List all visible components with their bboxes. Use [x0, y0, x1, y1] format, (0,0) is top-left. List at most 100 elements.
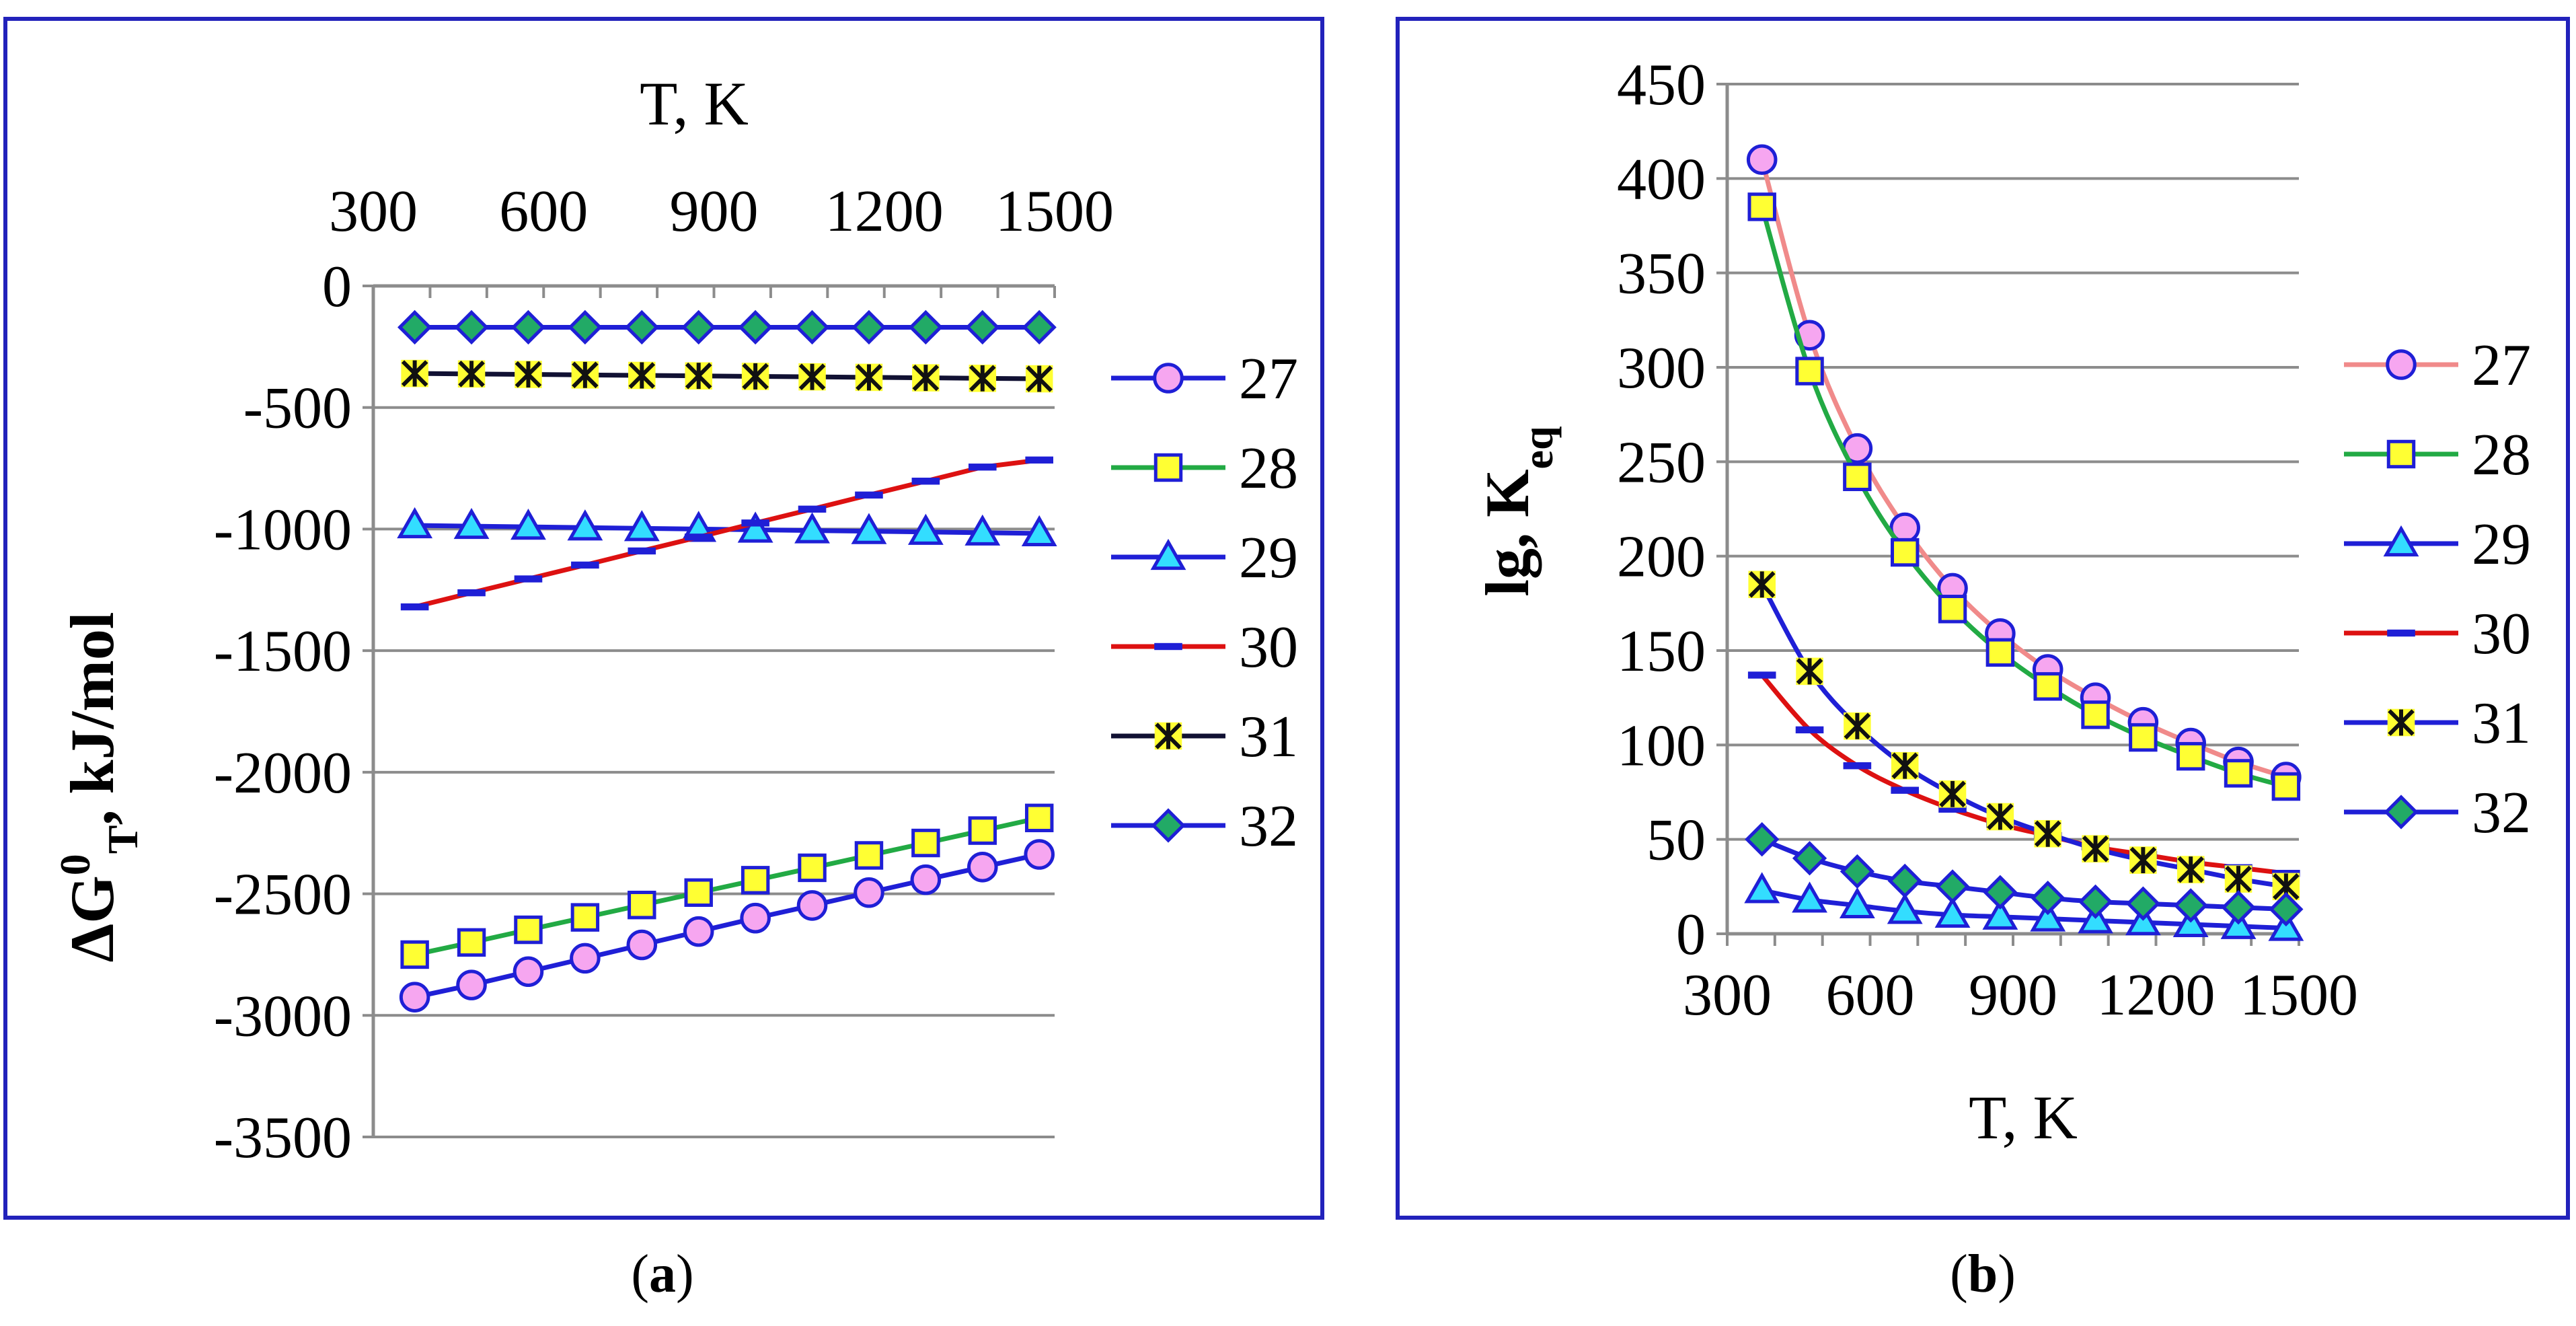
- chart-b-legend-31-label: 31: [2472, 691, 2531, 756]
- chart-a-ytick-label: -3500: [214, 1105, 352, 1171]
- chart-a-ylabel-sub: T: [99, 825, 147, 854]
- chart-a-ytick-label: -3000: [214, 984, 352, 1049]
- chart-b-legend-27-label: 27: [2472, 333, 2531, 398]
- chart-b-xlabel: T, K: [1969, 1083, 2078, 1152]
- chart-b-ytick-label: 150: [1617, 619, 1706, 684]
- chart-b-series-28-point: [2081, 700, 2110, 729]
- chart-b-series-32-point: [2173, 888, 2208, 923]
- caption-a: (a): [631, 1245, 693, 1304]
- caption-b-close: ): [1998, 1245, 2016, 1304]
- chart-a-series-28-point: [798, 853, 827, 883]
- chart-b-ytick-label: 400: [1617, 147, 1706, 212]
- chart-a-ytick-label: -1500: [214, 619, 352, 684]
- chart-a-series-28-point: [968, 816, 997, 845]
- chart-b-xtick-label: 600: [1826, 963, 1915, 1028]
- chart-a-series-29-point: [623, 510, 660, 542]
- chart-a-series-28-point: [684, 878, 713, 907]
- chart-a-series-31-point: [969, 365, 997, 392]
- chart-b-series-32-point: [1887, 863, 1922, 899]
- chart-b-series-31-point: [2176, 856, 2205, 883]
- chart-a-series-32-point: [397, 309, 432, 345]
- chart-b-ytick-label: 200: [1617, 525, 1706, 590]
- chart-a-ytick-label: -2000: [214, 741, 352, 806]
- chart-a-series-27-point: [626, 929, 658, 961]
- caption-b-open: (: [1950, 1245, 1968, 1304]
- chart-b-xtick-label: 1500: [2240, 963, 2358, 1028]
- chart-b-series-32-point: [2269, 891, 2304, 927]
- chart-a-legend-27-marker: [1153, 363, 1184, 394]
- chart-a-series-32-point: [851, 309, 886, 345]
- chart-a-ylabel-rest: , kJ/mol: [58, 612, 126, 825]
- chart-b-ytick-label: 300: [1617, 336, 1706, 401]
- chart-a-series-27-point: [967, 852, 998, 883]
- chart-b: 0 50 100 150 200 250 300 350 400 450 300 600 900 1200…: [1617, 52, 2531, 1028]
- chart-b-xtick-label: 1200: [2097, 963, 2215, 1028]
- chart-a-series-32-point: [794, 309, 830, 345]
- chart-b-series-30-point: [1843, 762, 1872, 770]
- chart-a-series-31-point: [685, 362, 712, 390]
- chart-b-series-30-point: [1795, 726, 1824, 734]
- chart-b-series-31-point: [1986, 803, 2014, 831]
- chart-a-series-27-point: [683, 916, 714, 947]
- chart-a-ylabel-main: ΔG: [58, 875, 126, 962]
- chart-a-series-28-point: [570, 903, 600, 932]
- chart-b-series-28-point: [2129, 723, 2158, 752]
- chart-b-series-28-point: [1843, 462, 1872, 492]
- chart-a-series-30-point: [968, 464, 997, 471]
- chart-a-ylabel: ΔG0T, kJ/mol: [51, 612, 147, 963]
- chart-a-legend-30-marker: [1154, 642, 1182, 651]
- chart-b-series-27-point: [1746, 144, 1778, 176]
- chart-b-series-28-point: [1890, 538, 1920, 567]
- chart-a-xtick-label: 300: [329, 179, 418, 244]
- chart-a-series-27-point: [796, 890, 828, 921]
- chart-a-series-29-point: [397, 507, 433, 539]
- chart-b-ylabel-sub: eq: [1514, 426, 1562, 469]
- chart-a-series-28-point: [741, 866, 770, 895]
- chart-a-series-27-point: [456, 969, 487, 1000]
- chart-b-series-29-point: [1887, 893, 1923, 924]
- chart-a-xtick-label: 1200: [825, 179, 944, 244]
- chart-a-ytick-label: 0: [322, 254, 352, 320]
- caption-b-letter: b: [1968, 1245, 1998, 1304]
- chart-a-series-30-point: [855, 491, 883, 499]
- chart-b-series-31-point: [2034, 819, 2061, 848]
- chart-b-legend-28-label: 28: [2472, 422, 2531, 488]
- chart-b-series-31-point: [1844, 712, 1871, 740]
- chart-a-series-31-point: [515, 361, 542, 388]
- chart-a-legend-31-marker: [1154, 722, 1182, 750]
- chart-a-series-27-point: [740, 902, 771, 934]
- chart-b-legend-29-label: 29: [2472, 512, 2531, 577]
- chart-b-legend-30-marker: [2387, 629, 2415, 637]
- chart-b-ytick-label: 100: [1617, 713, 1706, 778]
- chart-a-series-30-point: [798, 505, 827, 513]
- chart-a-series-27-point: [399, 982, 430, 1012]
- chart-a-legend-27-label: 27: [1239, 346, 1298, 412]
- chart-a-legend-30-label: 30: [1239, 615, 1298, 680]
- chart-a-legend-32-label: 32: [1239, 794, 1298, 859]
- chart-b-series-29-point: [1982, 898, 2018, 930]
- chart-a-series-27-point: [1024, 839, 1055, 870]
- chart-a-series-29-point: [453, 507, 490, 540]
- chart-b-series-30-point: [1938, 805, 1967, 813]
- chart-a-xtick-label: 600: [499, 179, 588, 244]
- chart-b-series-28-point: [2033, 672, 2062, 701]
- chart-a-series-30-point: [1025, 456, 1054, 464]
- chart-a-series-32-point: [681, 309, 716, 345]
- chart-b-ytick-label: 450: [1617, 52, 1706, 118]
- chart-b-ytick-label: 50: [1646, 808, 1706, 873]
- caption-b: (b): [1950, 1245, 2016, 1304]
- chart-a-series-29-point: [964, 514, 1001, 546]
- chart-a-legend-28-marker: [1153, 453, 1183, 482]
- chart-a-series-29-point: [851, 513, 887, 544]
- chart-a-xtick-label: 1500: [995, 179, 1114, 244]
- chart-a-legend-28-label: 28: [1239, 436, 1298, 501]
- caption-a-close: ): [676, 1245, 694, 1304]
- chart-b-series-31-point: [2129, 846, 2157, 874]
- chart-a-series-27-point: [570, 943, 601, 974]
- chart-b-series-32-point: [1840, 854, 1875, 889]
- chart-b-series-28-point: [1795, 357, 1824, 385]
- chart-a-series-31-point: [1025, 365, 1053, 393]
- chart-a-series-29-point: [907, 513, 944, 545]
- chart-a-series-32-point: [454, 309, 489, 345]
- chart-b-series-31-point: [1796, 657, 1823, 686]
